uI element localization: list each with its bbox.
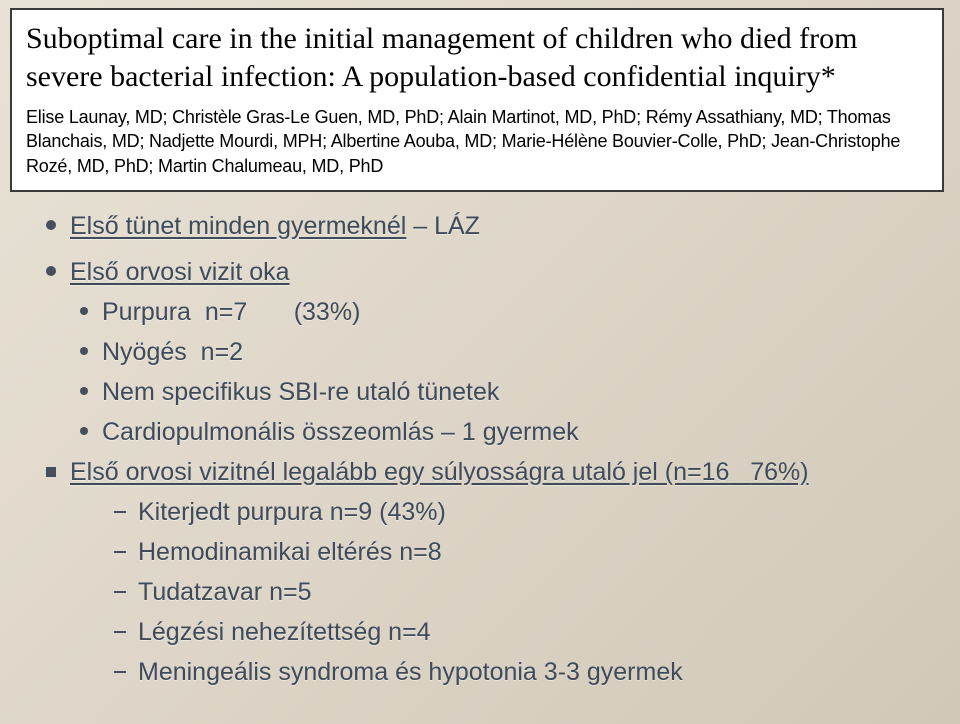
list-item-text: Légzési nehezítettség n=4	[138, 612, 914, 652]
sub-bullet-cardiopulm: Cardiopulmonális összeomlás – 1 gyermek	[80, 412, 914, 452]
dash-icon	[114, 631, 126, 633]
list-item-text: Meningeális syndroma és hypotonia 3-3 gy…	[138, 652, 914, 692]
paper-title: Suboptimal care in the initial managemen…	[26, 20, 928, 95]
list-item-text: Hemodinamikai eltérés n=8	[138, 532, 914, 572]
list-item-text: Nem specifikus SBI-re utaló tünetek	[102, 372, 914, 412]
header-box: Suboptimal care in the initial managemen…	[10, 8, 944, 192]
bullet-first-visit-reason: Első orvosi vizit oka	[46, 252, 914, 292]
slide-content: Első tünet minden gyermeknél – LÁZ Első …	[0, 192, 960, 692]
list-item-text: Cardiopulmonális összeomlás – 1 gyermek	[102, 412, 914, 452]
dash-icon	[114, 671, 126, 673]
dash-bullet-meningeal: Meningeális syndroma és hypotonia 3-3 gy…	[114, 652, 914, 692]
bullet-icon	[80, 307, 88, 315]
dash-icon	[114, 551, 126, 553]
sub-bullet-purpura: Purpura n=7 (33%)	[80, 292, 914, 332]
bullet-icon	[80, 387, 88, 395]
list-item-text: Nyögés n=2	[102, 332, 914, 372]
dash-bullet-breathing: Légzési nehezítettség n=4	[114, 612, 914, 652]
sub-bullet-groaning: Nyögés n=2	[80, 332, 914, 372]
bullet-icon	[80, 347, 88, 355]
dash-bullet-consciousness: Tudatzavar n=5	[114, 572, 914, 612]
bullet-icon	[46, 266, 56, 276]
list-item-text: Első orvosi vizit oka	[70, 252, 914, 292]
dash-bullet-hemodynamic: Hemodinamikai eltérés n=8	[114, 532, 914, 572]
list-item-text: Első orvosi vizitnél legalább egy súlyos…	[70, 452, 914, 492]
dash-bullet-extensive-purpura: Kiterjedt purpura n=9 (43%)	[114, 492, 914, 532]
paper-authors: Elise Launay, MD; Christèle Gras-Le Guen…	[26, 105, 928, 178]
dash-icon	[114, 591, 126, 593]
bullet-icon	[46, 220, 56, 230]
square-bullet-icon	[46, 467, 56, 477]
list-item-text: Első tünet minden gyermeknél – LÁZ	[70, 206, 914, 246]
dash-icon	[114, 511, 126, 513]
bullet-icon	[80, 427, 88, 435]
bullet-first-symptom: Első tünet minden gyermeknél – LÁZ	[46, 206, 914, 246]
list-item-text: Kiterjedt purpura n=9 (43%)	[138, 492, 914, 532]
bullet-severity-sign: Első orvosi vizitnél legalább egy súlyos…	[46, 452, 914, 492]
list-item-text: Tudatzavar n=5	[138, 572, 914, 612]
list-item-text: Purpura n=7 (33%)	[102, 292, 914, 332]
sub-bullet-nonspecific: Nem specifikus SBI-re utaló tünetek	[80, 372, 914, 412]
